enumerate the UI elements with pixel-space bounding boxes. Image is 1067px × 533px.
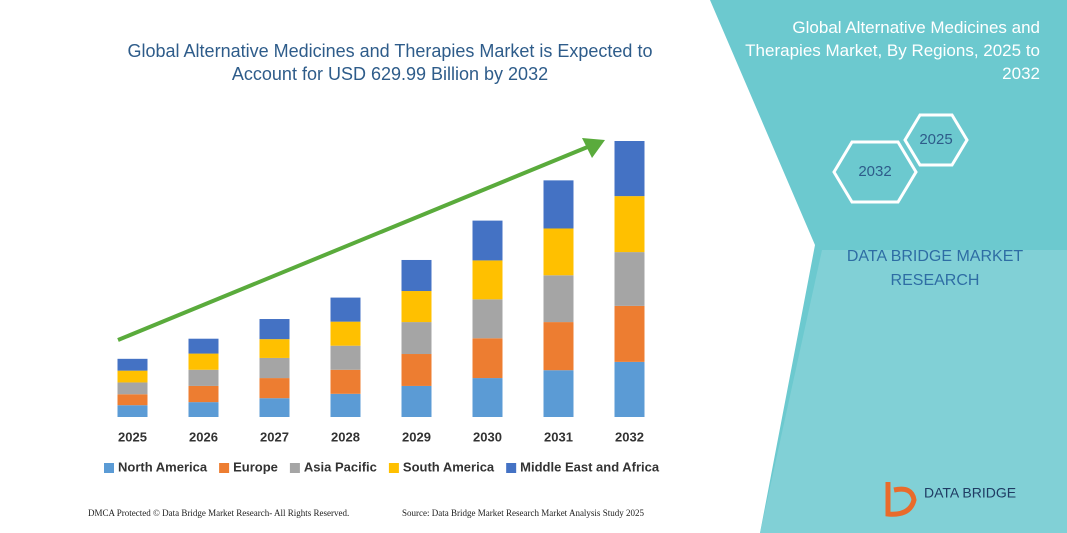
bar-segment: [117, 405, 148, 417]
x-tick-label: 2027: [260, 429, 289, 444]
footer-left: DMCA Protected © Data Bridge Market Rese…: [88, 508, 349, 518]
bar-segment: [188, 369, 219, 386]
x-tick-label: 2032: [615, 429, 644, 444]
bar-segment: [472, 378, 503, 417]
bar-segment: [614, 196, 645, 253]
chart-title: Global Alternative Medicines and Therapi…: [127, 41, 653, 84]
brand-box: DATA BRIDGE MARKET RESEARCH: [846, 248, 1024, 289]
legend-label: Asia Pacific: [304, 459, 377, 474]
bar-segment: [401, 322, 432, 355]
bar-segment: [543, 370, 574, 417]
bar-segment: [188, 338, 219, 354]
hexagon-label: 2025: [919, 131, 952, 148]
hexagon-label: 2032: [858, 163, 891, 180]
x-tick-label: 2026: [189, 429, 218, 444]
bar-segment: [259, 319, 290, 340]
bar-segment: [330, 321, 361, 346]
bar-segment: [472, 338, 503, 379]
hexagon: [832, 140, 918, 204]
bar-segment: [117, 370, 148, 383]
side-panel-lower: [760, 250, 1067, 533]
bar-segment: [401, 385, 432, 417]
legend-swatch: [289, 463, 300, 473]
bar-segment: [259, 378, 290, 399]
bar-segment: [117, 382, 148, 395]
legend-swatch: [219, 463, 230, 473]
bar-segment: [401, 259, 432, 292]
bar-segment: [330, 369, 361, 394]
bar-segment: [259, 398, 290, 417]
legend-label: North America: [118, 459, 208, 474]
bar-segment: [614, 252, 645, 306]
bar-segment: [188, 385, 219, 403]
x-tick-label: 2031: [544, 429, 573, 444]
bar-segment: [614, 361, 645, 417]
bar-segment: [188, 353, 219, 370]
bar-segment: [330, 297, 361, 322]
bar-segment: [543, 275, 574, 323]
legend-label: Europe: [233, 459, 278, 474]
arrow-head: [582, 138, 605, 158]
logo-text: DATA BRIDGE: [924, 485, 1016, 501]
legend-swatch: [104, 463, 114, 473]
brand-text: DATA BRIDGE MARKET RESEARCH: [846, 248, 1024, 289]
x-tick-label: 2025: [118, 429, 147, 444]
x-tick-label: 2029: [402, 429, 431, 444]
bar-segment: [543, 322, 574, 371]
bar-segment: [614, 141, 645, 197]
title-box: Global Alternative Medicines and Therapi…: [127, 41, 653, 84]
legend-label: South America: [403, 459, 495, 474]
legend-swatch: [506, 463, 517, 473]
trend-arrow: [117, 144, 591, 342]
bar-segment: [614, 305, 645, 362]
bar-segment: [259, 357, 290, 379]
bar-segment: [401, 354, 432, 386]
bar-segment: [117, 394, 148, 406]
bar-segment: [259, 339, 290, 358]
bar-segment: [472, 220, 503, 261]
hexagon: [903, 113, 969, 167]
bar-segment: [543, 228, 574, 276]
x-tick-label: 2030: [473, 429, 502, 444]
bar-segment: [117, 358, 148, 371]
bar-segment: [330, 345, 361, 370]
legend-label: Middle East and Africa: [520, 459, 660, 474]
logo-mark: [885, 482, 917, 517]
bar-segment: [188, 402, 219, 417]
side-title: Global Alternative Medicines and Therapi…: [745, 18, 1040, 83]
x-tick-label: 2028: [331, 429, 360, 444]
bar-segment: [472, 299, 503, 339]
side-title-box: Global Alternative Medicines and Therapi…: [745, 18, 1040, 83]
bar-segment: [330, 393, 361, 417]
bar-segment: [401, 291, 432, 323]
bar-segment: [472, 260, 503, 300]
footer-right: Source: Data Bridge Market Research Mark…: [402, 508, 644, 518]
legend-swatch: [388, 463, 399, 473]
bar-segment: [543, 180, 574, 229]
